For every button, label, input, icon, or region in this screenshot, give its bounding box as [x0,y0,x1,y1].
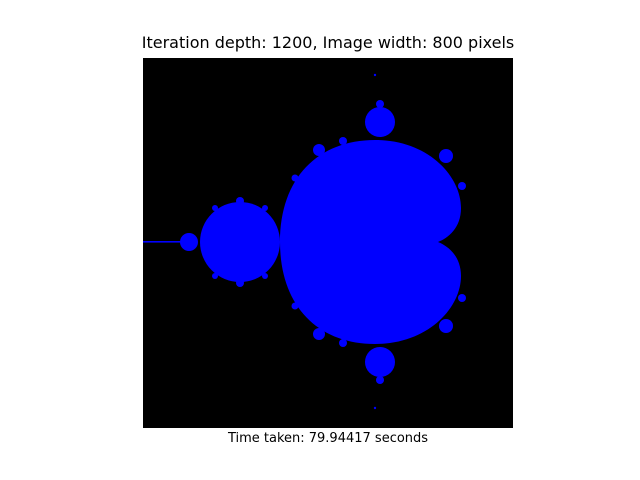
cardioid-bulb-upper-right [439,149,453,163]
bottom-dot [373,406,377,410]
period-two-lower-right-bulb [262,273,268,279]
cardioid-bulb-bottom-left [339,339,347,347]
bottom-tiny-bulb [376,376,384,384]
time-taken-caption: Time taken: 79.94417 seconds [227,431,429,446]
cardioid-bulb-top-left [339,137,347,145]
cardioid-bulb-lower-right [439,319,453,333]
period-two-bulb [200,202,280,282]
main-cardioid [280,140,461,344]
period-two-lower-left-bulb [212,273,218,279]
period-two-top-bulb [236,197,244,205]
cardioid-bulb-right-lower [458,294,466,302]
small-left-bulb [180,233,198,251]
cardioid-bulb-lower-left [313,328,325,340]
period-two-bottom-bulb [236,279,244,287]
cardioid-bulb-left-lower [291,302,299,310]
mandelbrot-set-shape [143,73,466,410]
bottom-bulb [365,347,395,377]
top-tiny-bulb [376,100,384,108]
cardioid-bulb-right-upper [458,182,466,190]
antenna-line [143,241,183,243]
cardioid-bulb-left-upper [291,174,299,182]
top-bulb [365,107,395,137]
period-two-upper-right-bulb [262,205,268,211]
cardioid-bulb-upper-left [313,144,325,156]
top-dot [373,73,377,77]
figure-title: Iteration depth: 1200, Image width: 800 … [141,33,515,52]
period-two-upper-left-bulb [212,205,218,211]
mandelbrot-image [143,58,513,428]
mandelbrot-render [143,58,513,428]
